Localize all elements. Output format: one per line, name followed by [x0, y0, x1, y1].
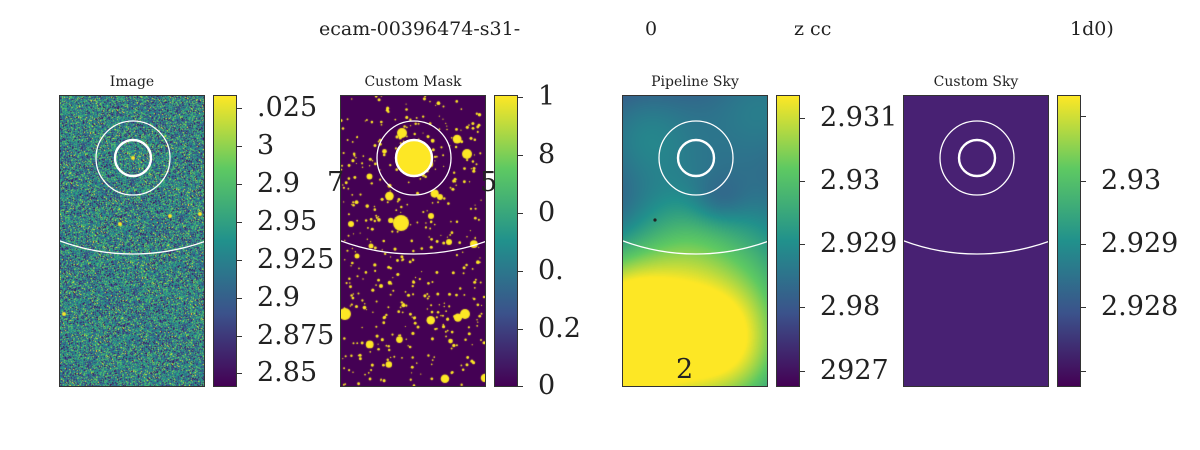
- colorbar-tick: [236, 373, 242, 374]
- colorbar-tick: [517, 97, 523, 98]
- stray-label-2: 2: [676, 354, 694, 385]
- colorbar-tick: [236, 336, 242, 337]
- colorbar-tick: [799, 244, 805, 245]
- colorbar-tick-label: 2.925: [257, 244, 335, 275]
- colorbar-tick-label: 2.875: [257, 320, 335, 351]
- colorbar-pipeline-sky: [776, 95, 800, 387]
- annulus-outer-circle: [376, 120, 452, 196]
- colorbar-tick-label: 0.: [538, 255, 564, 286]
- aperture-circle: [113, 138, 153, 178]
- colorbar-tick: [1080, 307, 1086, 308]
- panel-title-image: Image: [109, 74, 155, 90]
- colorbar-tick-label: .025: [257, 92, 318, 123]
- figure-header-right-mid: z cc: [794, 18, 832, 40]
- colorbar-tick: [1080, 116, 1086, 117]
- heatmap-image: [59, 95, 205, 387]
- colorbar-custom-mask: [494, 95, 518, 387]
- panel-title-custom-sky: Custom Sky: [933, 74, 1019, 90]
- colorbar-tick-label: 0: [538, 370, 556, 401]
- aperture-circle: [957, 138, 997, 178]
- stray-label-5: 5: [480, 167, 498, 198]
- annulus-outer-circle: [95, 120, 171, 196]
- aperture-circle: [394, 138, 434, 178]
- colorbar-tick: [799, 371, 805, 372]
- colorbar-image: [213, 95, 237, 387]
- colorbar-tick: [517, 386, 523, 387]
- colorbar-tick-label: 2.928: [1101, 291, 1179, 322]
- annulus-outer-circle: [658, 120, 734, 196]
- colorbar-custom-sky: [1057, 95, 1081, 387]
- aperture-overlay: [623, 120, 767, 255]
- colorbar-tick-label: 2.929: [1101, 228, 1179, 259]
- colorbar-tick: [799, 181, 805, 182]
- colorbar-tick-label: 2.929: [820, 228, 898, 259]
- heatmap-custom-sky: [903, 95, 1049, 387]
- colorbar-tick: [236, 184, 242, 185]
- colorbar-tick: [236, 260, 242, 261]
- colorbar-tick: [236, 298, 242, 299]
- colorbar-tick: [799, 307, 805, 308]
- heatmap-custom-mask: [340, 95, 486, 387]
- stray-label-7: 7: [327, 167, 345, 198]
- colorbar-tick: [236, 222, 242, 223]
- aperture-overlay: [60, 120, 204, 255]
- colorbar-tick: [517, 213, 523, 214]
- colorbar-tick-label: 2.931: [820, 102, 898, 133]
- colorbar-tick-label: 0.2: [538, 313, 581, 344]
- figure-header-left: ecam-00396474-s31-: [319, 18, 521, 40]
- background-arc: [904, 240, 1048, 255]
- colorbar-tick: [799, 118, 805, 119]
- background-arc: [623, 240, 767, 255]
- aperture-overlay: [904, 120, 1048, 255]
- colorbar-tick: [1080, 181, 1086, 182]
- colorbar-tick: [236, 108, 242, 109]
- colorbar-tick: [517, 271, 523, 272]
- colorbar-tick-label: 2.93: [1101, 165, 1162, 196]
- figure-header-middle: 0: [645, 18, 658, 40]
- colorbar-tick-label: 1: [538, 81, 556, 112]
- figure-header-right: 1d0): [1070, 18, 1114, 40]
- colorbar-tick: [1080, 244, 1086, 245]
- stray-dot: [653, 218, 657, 222]
- annulus-outer-circle: [939, 120, 1015, 196]
- background-arc: [60, 240, 204, 255]
- aperture-overlay: [341, 120, 485, 255]
- colorbar-tick-label: 2.9: [257, 282, 300, 313]
- colorbar-tick: [1080, 371, 1086, 372]
- colorbar-tick-label: 3: [257, 130, 275, 161]
- colorbar-tick-label: 2.98: [820, 291, 881, 322]
- aperture-circle: [676, 138, 716, 178]
- colorbar-tick-label: 2.93: [820, 165, 881, 196]
- colorbar-tick-label: 2.9: [257, 168, 300, 199]
- colorbar-tick-label: 2.85: [257, 357, 318, 388]
- colorbar-tick-label: 2.95: [257, 206, 318, 237]
- panel-title-pipeline-sky: Pipeline Sky: [651, 74, 739, 90]
- colorbar-tick-label: 8: [538, 139, 556, 170]
- colorbar-tick-label: 2927: [820, 355, 889, 386]
- heatmap-pipeline-sky: [622, 95, 768, 387]
- colorbar-tick: [517, 155, 523, 156]
- background-arc: [341, 240, 485, 255]
- colorbar-tick: [517, 329, 523, 330]
- panel-title-custom-mask: Custom Mask: [364, 74, 462, 90]
- colorbar-tick-label: 0: [538, 197, 556, 228]
- colorbar-tick: [236, 146, 242, 147]
